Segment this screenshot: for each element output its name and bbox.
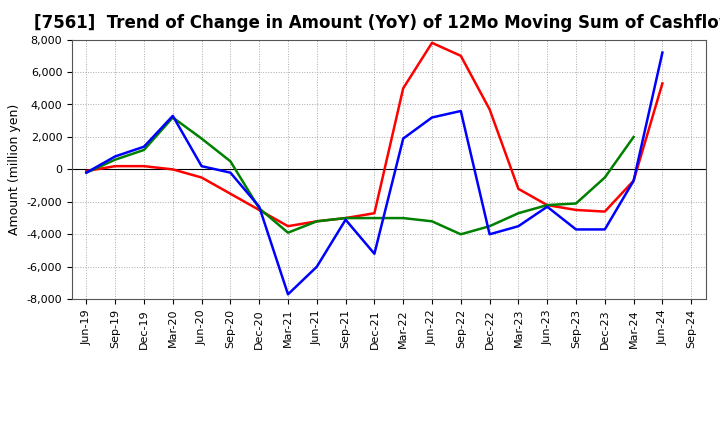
Investing Cashflow xyxy=(140,147,148,153)
Investing Cashflow xyxy=(197,136,206,141)
Operating Cashflow xyxy=(399,86,408,91)
Free Cashflow xyxy=(255,204,264,209)
Operating Cashflow xyxy=(140,164,148,169)
Free Cashflow xyxy=(629,178,638,183)
Investing Cashflow xyxy=(629,134,638,139)
Operating Cashflow xyxy=(111,164,120,169)
Free Cashflow xyxy=(168,113,177,118)
Free Cashflow xyxy=(456,108,465,114)
Operating Cashflow xyxy=(485,107,494,112)
Investing Cashflow xyxy=(284,230,292,235)
Free Cashflow xyxy=(226,170,235,175)
Free Cashflow xyxy=(428,115,436,120)
Free Cashflow xyxy=(111,154,120,159)
Free Cashflow xyxy=(312,264,321,269)
Y-axis label: Amount (million yen): Amount (million yen) xyxy=(8,104,21,235)
Operating Cashflow xyxy=(514,186,523,191)
Investing Cashflow xyxy=(399,216,408,221)
Investing Cashflow xyxy=(485,224,494,229)
Investing Cashflow xyxy=(312,219,321,224)
Free Cashflow xyxy=(370,251,379,257)
Free Cashflow xyxy=(485,231,494,237)
Operating Cashflow xyxy=(82,169,91,174)
Operating Cashflow xyxy=(572,207,580,213)
Free Cashflow xyxy=(197,164,206,169)
Free Cashflow xyxy=(284,292,292,297)
Investing Cashflow xyxy=(456,231,465,237)
Operating Cashflow xyxy=(255,207,264,213)
Operating Cashflow xyxy=(456,53,465,59)
Investing Cashflow xyxy=(255,206,264,211)
Operating Cashflow xyxy=(629,178,638,183)
Free Cashflow xyxy=(514,224,523,229)
Title: [7561]  Trend of Change in Amount (YoY) of 12Mo Moving Sum of Cashflows: [7561] Trend of Change in Amount (YoY) o… xyxy=(34,15,720,33)
Operating Cashflow xyxy=(168,167,177,172)
Operating Cashflow xyxy=(600,209,609,214)
Investing Cashflow xyxy=(226,159,235,164)
Operating Cashflow xyxy=(428,40,436,45)
Operating Cashflow xyxy=(197,175,206,180)
Operating Cashflow xyxy=(341,216,350,221)
Free Cashflow xyxy=(543,204,552,209)
Line: Investing Cashflow: Investing Cashflow xyxy=(86,117,634,234)
Operating Cashflow xyxy=(543,202,552,208)
Free Cashflow xyxy=(140,144,148,149)
Operating Cashflow xyxy=(284,224,292,229)
Free Cashflow xyxy=(600,227,609,232)
Free Cashflow xyxy=(341,217,350,222)
Operating Cashflow xyxy=(370,211,379,216)
Investing Cashflow xyxy=(428,219,436,224)
Investing Cashflow xyxy=(600,175,609,180)
Line: Free Cashflow: Free Cashflow xyxy=(86,52,662,294)
Free Cashflow xyxy=(572,227,580,232)
Line: Operating Cashflow: Operating Cashflow xyxy=(86,43,662,226)
Investing Cashflow xyxy=(341,216,350,221)
Investing Cashflow xyxy=(82,170,91,175)
Free Cashflow xyxy=(658,50,667,55)
Operating Cashflow xyxy=(658,81,667,86)
Investing Cashflow xyxy=(543,202,552,208)
Free Cashflow xyxy=(82,170,91,175)
Investing Cashflow xyxy=(572,201,580,206)
Investing Cashflow xyxy=(111,157,120,162)
Operating Cashflow xyxy=(312,219,321,224)
Operating Cashflow xyxy=(226,191,235,196)
Free Cashflow xyxy=(399,136,408,141)
Investing Cashflow xyxy=(370,216,379,221)
Investing Cashflow xyxy=(168,115,177,120)
Investing Cashflow xyxy=(514,211,523,216)
